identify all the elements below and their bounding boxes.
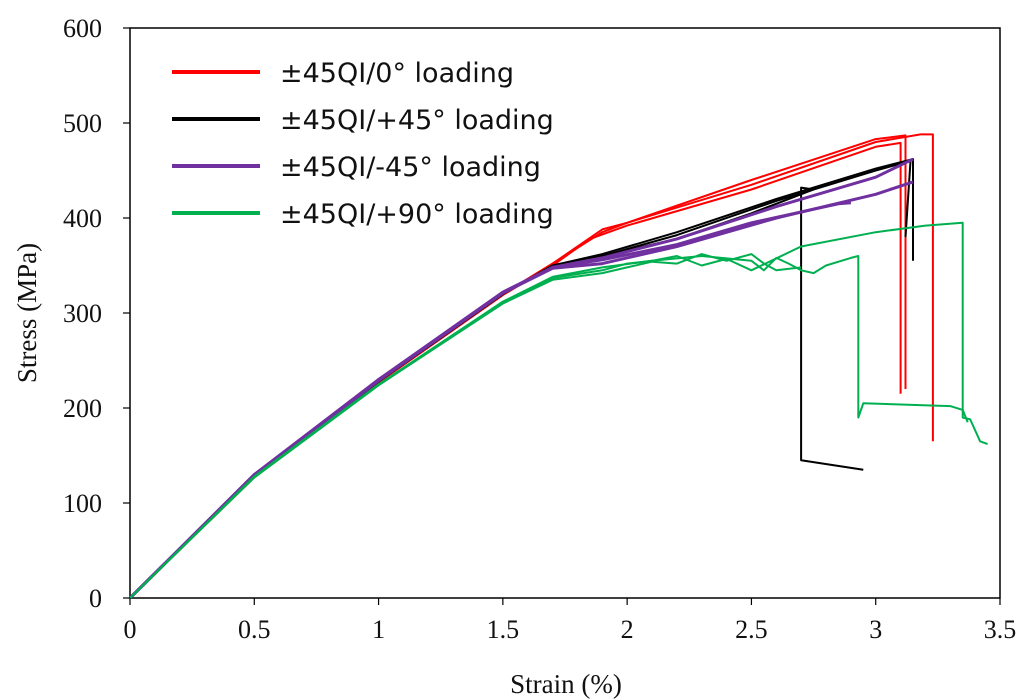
series-2 (128, 157, 914, 600)
series-2-specimen-1-line (128, 180, 914, 600)
series-2-specimen-0-line (128, 201, 852, 600)
x-tick-label: 0.5 (238, 615, 271, 644)
x-tick-label: 3.5 (984, 615, 1017, 644)
x-axis-ticks: 0 0.5 1 1.5 2 2.5 3 3.5 (124, 598, 1017, 644)
legend-label-0: ±45QI/0° loading (280, 58, 514, 89)
y-tick-label: 200 (63, 394, 102, 423)
legend-label-3: ±45QI/+90° loading (280, 199, 554, 230)
x-tick-label: 0 (124, 615, 137, 644)
x-tick-label: 1 (372, 615, 385, 644)
y-tick-label: 400 (63, 204, 102, 233)
x-tick-label: 1.5 (487, 615, 520, 644)
legend: ±45QI/0° loading ±45QI/+45° loading ±45QI/… (172, 58, 554, 230)
y-tick-label: 500 (63, 109, 102, 138)
legend-label-2: ±45QI/-45° loading (280, 152, 541, 183)
x-tick-label: 3 (869, 615, 882, 644)
y-axis-title: Stress (MPa) (12, 243, 42, 383)
x-tick-label: 2 (621, 615, 634, 644)
plot-area (129, 27, 1001, 599)
series-2-specimen-2-line (128, 157, 914, 600)
series-3 (129, 221, 988, 599)
series-1-specimen-0-line (129, 186, 864, 599)
series-3-specimen-2-line (129, 253, 802, 599)
y-axis-ticks: 0 100 200 300 400 500 600 (63, 14, 130, 613)
plot-border (129, 27, 1001, 599)
y-tick-label: 100 (63, 489, 102, 518)
x-tick-label: 2.5 (735, 615, 768, 644)
series-lines (128, 133, 988, 600)
y-tick-label: 300 (63, 299, 102, 328)
y-tick-label: 0 (89, 584, 102, 613)
legend-label-1: ±45QI/+45° loading (280, 105, 554, 136)
x-axis-title: Strain (%) (510, 669, 622, 699)
series-3-specimen-0-line (129, 255, 969, 599)
y-tick-label: 600 (63, 14, 102, 43)
